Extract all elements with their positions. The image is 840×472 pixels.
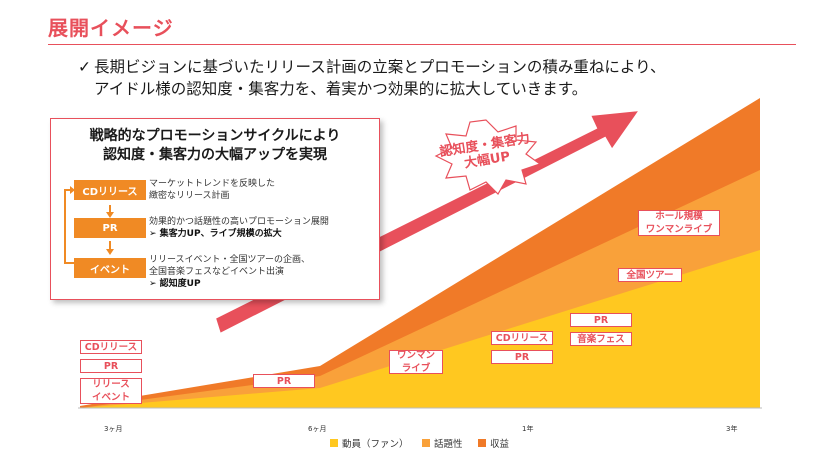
- step-cd-release-desc-2: 緻密なリリース計画: [149, 191, 230, 201]
- title-divider: [48, 44, 796, 45]
- step-pr: PR: [74, 218, 146, 238]
- legend-revenue: 収益: [478, 436, 509, 450]
- legend-buzz: 話題性: [422, 436, 463, 450]
- label-pr-6m: PR: [253, 374, 315, 388]
- label-pr-start: PR: [80, 359, 142, 373]
- label-cd-release-1y: CDリリース: [491, 331, 553, 345]
- check-icon: ✓: [78, 58, 91, 76]
- label-hall-oneman-live: ホール規模 ワンマンライブ: [638, 210, 720, 236]
- lead-line-2: アイドル様の認知度・集客力を、着実かつ効果的に拡大していきます。: [94, 80, 588, 98]
- label-national-tour: 全国ツアー: [618, 268, 682, 282]
- legend-buzz-swatch: [422, 439, 430, 447]
- panel-title-line-2: 認知度・集客力の大幅アップを実現: [103, 147, 327, 163]
- tick-6-months: 6ヶ月: [308, 425, 327, 433]
- tick-3-months: 3ヶ月: [104, 425, 123, 433]
- tick-1-year: 1年: [522, 425, 534, 433]
- step-cd-release-desc-1: マーケットトレンドを反映した: [149, 179, 276, 189]
- label-release-event: リリース イベント: [80, 378, 142, 404]
- step-cd-release-desc: マーケットトレンドを反映した 緻密なリリース計画: [149, 178, 275, 202]
- legend-revenue-swatch: [478, 439, 486, 447]
- page-title: 展開イメージ: [48, 16, 174, 40]
- legend-buzz-label: 話題性: [434, 439, 463, 450]
- step-event-point: ➢ 認知度UP: [149, 279, 201, 289]
- step-event: イベント: [74, 258, 146, 278]
- promotion-cycle-panel: 戦略的なプロモーションサイクルにより 認知度・集客力の大幅アップを実現 CDリリ…: [50, 118, 380, 300]
- step-event-desc-1: リリースイベント・全国ツアーの企画、: [149, 255, 311, 265]
- label-music-fes: 音楽フェス: [570, 332, 632, 346]
- step-event-desc-2: 全国音楽フェスなどイベント出演: [149, 267, 285, 277]
- step-event-desc: リリースイベント・全国ツアーの企画、 全国音楽フェスなどイベント出演 ➢ 認知度…: [149, 254, 310, 290]
- step-pr-point: ➢ 集客力UP、ライブ規模の拡大: [149, 229, 282, 239]
- step-cd-release: CDリリース: [74, 180, 146, 200]
- callout-burst: [434, 119, 542, 195]
- panel-title-line-1: 戦略的なプロモーションサイクルにより: [89, 128, 341, 144]
- label-oneman-live: ワンマン ライブ: [389, 350, 443, 374]
- step-pr-desc: 効果的かつ話題性の高いプロモーション展開 ➢ 集客力UP、ライブ規模の拡大: [149, 216, 329, 240]
- legend-mobilization-swatch: [330, 439, 338, 447]
- cycle-arrows: [64, 186, 114, 264]
- label-cd-release-start: CDリリース: [80, 340, 142, 354]
- label-pr-1y: PR: [491, 350, 553, 364]
- legend-mobilization: 動員（ファン）: [330, 436, 409, 450]
- legend-revenue-label: 収益: [490, 439, 510, 450]
- legend-mobilization-label: 動員（ファン）: [342, 439, 409, 450]
- step-pr-desc-1: 効果的かつ話題性の高いプロモーション展開: [149, 217, 329, 227]
- tick-3-years: 3年: [726, 425, 738, 433]
- mobilization-area: [80, 250, 760, 408]
- label-pr-fes: PR: [570, 313, 632, 327]
- lead-line-1: 長期ビジョンに基づいたリリース計画の立案とプロモーションの積み重ねにより、: [94, 58, 666, 76]
